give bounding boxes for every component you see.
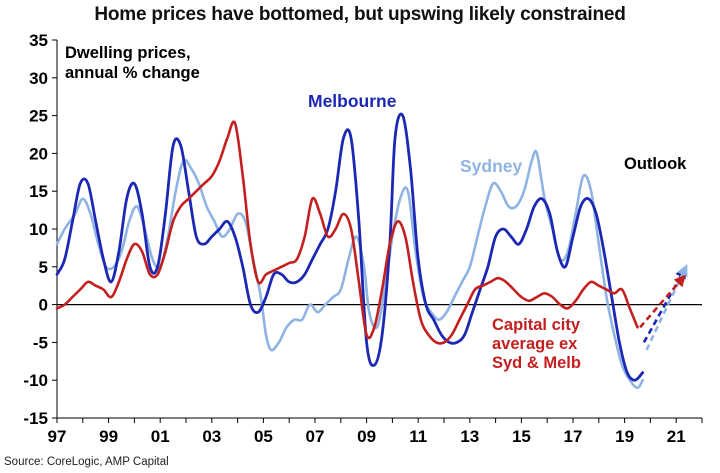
- y-tick-label: 10: [29, 220, 48, 239]
- series-labels: Dwelling prices, annual % change Sydney Mel…: [65, 44, 687, 372]
- y-axis: 35 30 25 20 15 10 5 0 -5 -10 -15: [23, 31, 702, 428]
- series-label: Sydney: [460, 156, 523, 176]
- series-line-capital-city-average-ex-syd-melb: [55, 120, 639, 345]
- chart-title: Home prices have bottomed, but upswing l…: [94, 4, 626, 25]
- x-tick-label: 97: [48, 427, 67, 446]
- source-note: Source: CoreLogic, AMP Capital: [4, 456, 169, 468]
- x-tick-label: 15: [512, 427, 531, 446]
- outlook-arrow: [639, 274, 686, 329]
- y-tick-label: 0: [39, 296, 48, 315]
- y-tick-label: 5: [39, 258, 48, 277]
- y-tick-label: 15: [29, 182, 48, 201]
- x-tick-label: 17: [564, 427, 583, 446]
- y-tick-label: 30: [29, 69, 48, 88]
- x-tick-label: 21: [667, 427, 686, 446]
- y-tick-label: 25: [29, 107, 48, 126]
- x-tick-label: 11: [409, 427, 427, 446]
- x-axis: 97 99 01 03 05 07 09 11 13 15 17 19 21: [48, 417, 703, 446]
- series-lines: [55, 112, 688, 390]
- series-label: Melbourne: [308, 91, 397, 111]
- x-tick-label: 01: [151, 427, 170, 446]
- series-label: Capital city average ex Syd & Melb: [492, 316, 581, 372]
- y-axis-label: Dwelling prices, annual % change: [65, 44, 200, 82]
- y-tick-label: -15: [23, 409, 48, 428]
- y-tick-label: -5: [33, 333, 48, 352]
- x-tick-label: 99: [99, 427, 118, 446]
- x-tick-label: 19: [615, 427, 634, 446]
- outlook-arrow: [642, 266, 687, 344]
- x-tick-label: 09: [357, 427, 376, 446]
- series-line-melbourne: [55, 112, 645, 382]
- x-tick-label: 05: [254, 427, 273, 446]
- y-tick-label: -10: [23, 371, 48, 390]
- x-tick-label: 13: [460, 427, 479, 446]
- outlook-label: Outlook: [624, 155, 687, 173]
- y-tick-label: 35: [29, 31, 48, 50]
- x-tick-label: 07: [306, 427, 325, 446]
- y-tick-label: 20: [29, 144, 48, 163]
- x-tick-label: 03: [202, 427, 221, 446]
